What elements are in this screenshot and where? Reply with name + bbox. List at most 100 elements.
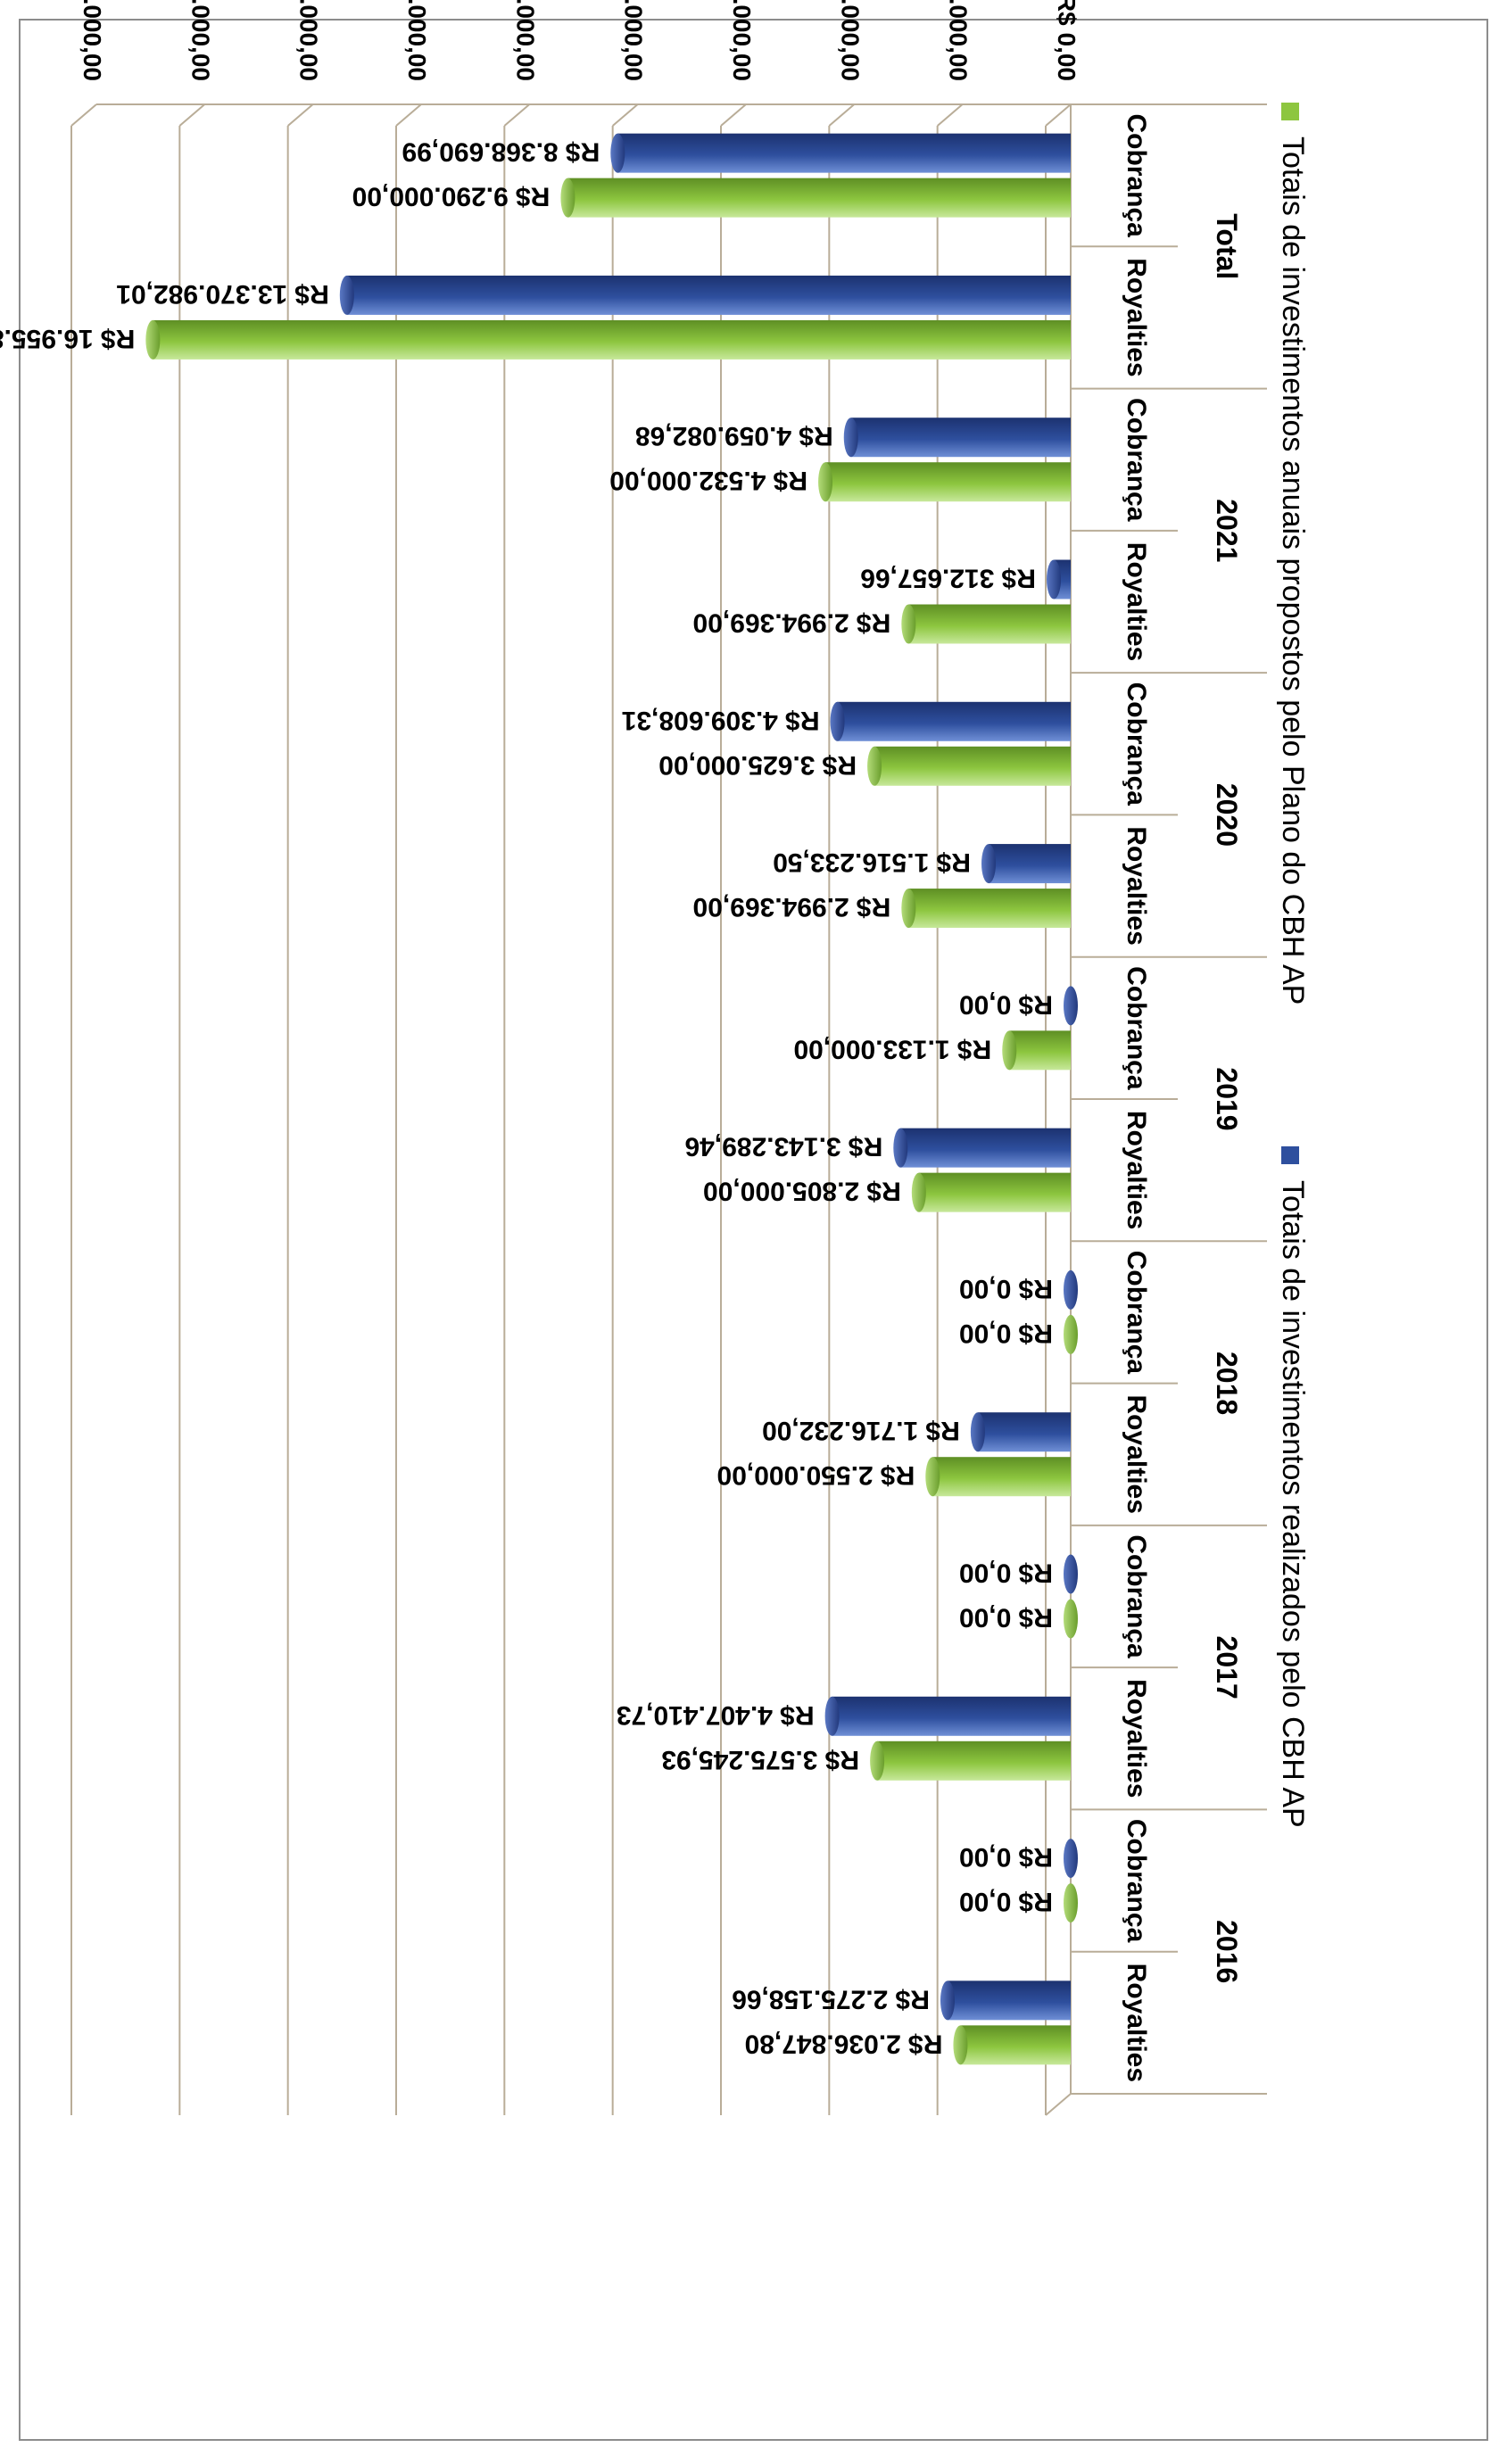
bar-proposed xyxy=(153,319,1071,360)
bar-proposed xyxy=(877,1741,1071,1781)
group-label: 2018 xyxy=(1211,1352,1243,1415)
bar-cap-realized xyxy=(1064,1269,1078,1310)
bar-cap-proposed xyxy=(818,462,833,502)
bar-realized xyxy=(850,418,1071,458)
legend-swatch-realized xyxy=(1281,1146,1299,1164)
bar-proposed xyxy=(908,604,1071,644)
bar-cap-realized xyxy=(339,275,354,315)
bar-realized xyxy=(947,1980,1071,2021)
bar-proposed xyxy=(908,889,1071,929)
bar-cap-proposed xyxy=(145,319,161,360)
bar-cap-realized xyxy=(830,701,845,741)
data-label-realized: R$ 1.716.232,00 xyxy=(762,1416,960,1445)
data-label-realized: R$ 4.309.608,31 xyxy=(622,706,820,735)
tick-label: R$ 0,00 xyxy=(1053,0,1081,81)
data-label-realized: R$ 1.516.233,50 xyxy=(773,848,971,877)
data-label-proposed: R$ 2.994.369,00 xyxy=(692,608,890,638)
group-label: 2016 xyxy=(1211,1920,1243,1983)
tick-label: R$ 16.000.000,00 xyxy=(186,0,214,81)
data-label-proposed: R$ 0,00 xyxy=(959,1887,1053,1916)
bar-cap-proposed xyxy=(1064,1883,1078,1923)
bar-realized xyxy=(837,701,1071,741)
subcategory-label: Cobrança xyxy=(1122,398,1151,522)
group-label: 2019 xyxy=(1211,1067,1243,1130)
data-label-proposed: R$ 1.133.000,00 xyxy=(793,1034,991,1063)
group-label: 2017 xyxy=(1211,1636,1243,1699)
subcategory-label: Cobrança xyxy=(1122,1251,1151,1375)
chart-border xyxy=(19,19,1488,2441)
tick-label: R$ 6.000.000,00 xyxy=(728,0,756,81)
data-label-realized: R$ 3.143.289,46 xyxy=(684,1132,882,1162)
gridline-floor xyxy=(287,103,314,127)
bar-cap-realized xyxy=(1064,1839,1078,1879)
bar-cap-proposed xyxy=(911,1172,926,1212)
data-label-proposed: R$ 2.805.000,00 xyxy=(703,1177,901,1206)
data-label-realized: R$ 0,00 xyxy=(959,1842,1053,1872)
plot-area: R$ 0,00 R$ 2.000.000,00 R$ 4.000.000,00 R$ … xyxy=(0,0,1310,2116)
group-label: Total xyxy=(1211,213,1243,279)
data-label-realized: R$ 0,00 xyxy=(959,1274,1053,1303)
gridline-floor xyxy=(937,103,964,127)
bar-cap-proposed xyxy=(901,604,916,644)
subcategory-label: Royalties xyxy=(1122,1395,1151,1514)
gridline-floor xyxy=(720,103,747,127)
data-label-proposed: R$ 3.625.000,00 xyxy=(658,750,857,780)
bar-cap-proposed xyxy=(870,1741,885,1781)
subcategory-label: Cobrança xyxy=(1122,1819,1151,1943)
data-label-proposed: R$ 2.036.847,80 xyxy=(745,2029,943,2058)
gridline-floor xyxy=(1045,103,1072,127)
bar-cap-proposed xyxy=(925,1457,940,1497)
bar-cap-realized xyxy=(940,1980,955,2021)
bar-cap-realized xyxy=(981,844,997,884)
tick-label: R$ 8.000.000,00 xyxy=(620,0,648,81)
gridline-floor xyxy=(70,103,97,127)
subcategory-label: Royalties xyxy=(1122,826,1151,945)
legend-label-proposed: Totais de investimentos anuais propostos… xyxy=(1276,136,1310,1005)
bar-proposed xyxy=(567,178,1071,218)
bar-cap-proposed xyxy=(953,2025,968,2065)
data-label-proposed: R$ 16.955.831,73 xyxy=(0,324,135,353)
tick-label: R$ 10.000.000,00 xyxy=(511,0,539,81)
tick-label: R$ 2.000.000,00 xyxy=(945,0,973,81)
subcategory-label: Royalties xyxy=(1122,1111,1151,1229)
bar-cap-realized xyxy=(843,418,858,458)
data-label-realized: R$ 4.059.082,68 xyxy=(635,421,833,451)
bar-cap-proposed xyxy=(1002,1030,1017,1071)
bar-realized xyxy=(900,1128,1071,1168)
data-label-proposed: R$ 4.532.000,00 xyxy=(609,466,807,495)
gridline-floor xyxy=(612,103,639,127)
legend-label-realized: Totais de investimentos realizados pelo … xyxy=(1276,1180,1310,1828)
subcategory-label: Cobrança xyxy=(1122,113,1151,237)
data-label-proposed: R$ 0,00 xyxy=(959,1319,1053,1348)
bar-cap-proposed xyxy=(867,746,882,786)
bar-proposed xyxy=(932,1457,1071,1497)
data-label-realized: R$ 4.407.410,73 xyxy=(617,1700,815,1730)
bar-realized xyxy=(832,1696,1071,1736)
bar-cap-proposed xyxy=(1064,1314,1078,1354)
bar-proposed xyxy=(874,746,1071,786)
subcategory-label: Royalties xyxy=(1122,542,1151,661)
tick-label: R$ 18.000.000,00 xyxy=(79,0,106,81)
bar-realized xyxy=(617,133,1071,173)
bar-cap-realized xyxy=(893,1128,908,1168)
bar-proposed xyxy=(918,1172,1071,1212)
bar-cap-proposed xyxy=(1064,1599,1078,1639)
group-label: 2020 xyxy=(1211,783,1243,847)
bar-realized xyxy=(977,1412,1071,1452)
tick-label: R$ 12.000.000,00 xyxy=(403,0,431,81)
subcategory-label: Royalties xyxy=(1122,1964,1151,2082)
subcategory-label: Royalties xyxy=(1122,1679,1151,1798)
data-label-realized: R$ 8.368.690,99 xyxy=(402,137,600,167)
group-label: 2021 xyxy=(1211,499,1243,562)
bar-cap-realized xyxy=(824,1696,840,1736)
subcategory-label: Cobrança xyxy=(1122,682,1151,806)
bar-proposed xyxy=(960,2025,1071,2065)
gridline-floor xyxy=(178,103,205,127)
data-label-proposed: R$ 3.575.245,93 xyxy=(661,1745,859,1774)
bar-realized xyxy=(989,844,1071,884)
data-label-proposed: R$ 2.994.369,00 xyxy=(692,892,890,922)
data-label-proposed: R$ 0,00 xyxy=(959,1603,1053,1633)
data-label-realized: R$ 2.275.158,66 xyxy=(732,1984,930,2013)
